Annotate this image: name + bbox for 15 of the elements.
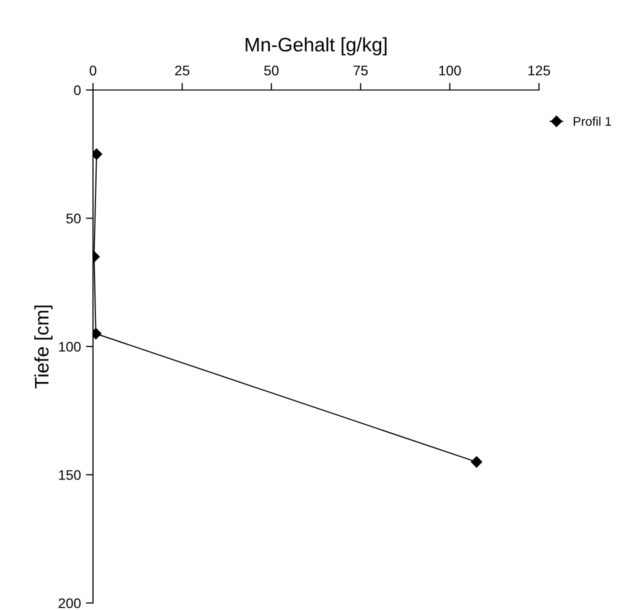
y-tick-label: 100 xyxy=(59,342,81,352)
x-tick-label: 0 xyxy=(90,66,96,76)
x-tick-label: 75 xyxy=(354,66,368,76)
y-tick-label: 150 xyxy=(59,470,81,480)
x-tick-label: 100 xyxy=(439,66,461,76)
y-tick-label: 50 xyxy=(66,214,81,224)
x-tick-label: 125 xyxy=(528,66,550,76)
y-tick-label: 200 xyxy=(58,598,81,608)
x-axis-title: Mn-Gehalt [g/kg] xyxy=(246,37,386,56)
x-tick-label: 50 xyxy=(264,66,279,76)
point xyxy=(93,148,102,160)
y-tick-label: 0 xyxy=(74,85,81,96)
legend-label: Profil 1 xyxy=(574,116,612,126)
y-axis-title: Tiefe [cm] xyxy=(34,306,52,388)
x-tick-label: 25 xyxy=(175,66,190,76)
